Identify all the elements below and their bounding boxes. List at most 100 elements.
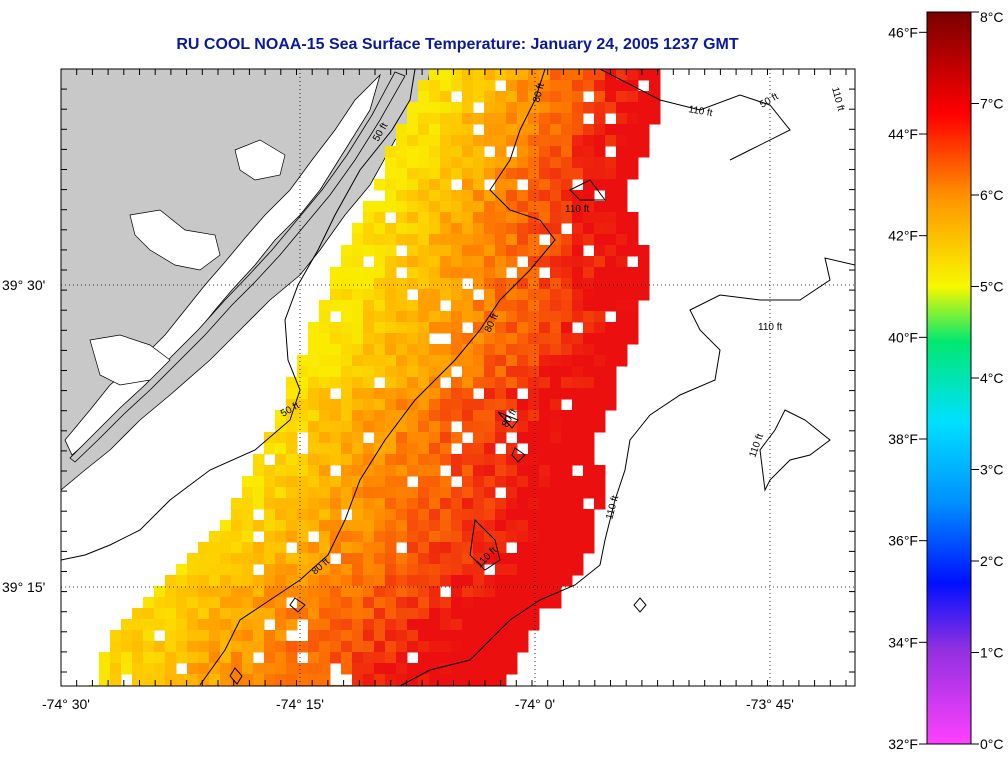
sst-pixel [440,399,452,411]
sst-pixel [495,498,507,510]
sst-pixel [539,256,551,268]
sst-pixel [539,278,551,290]
sst-pixel [352,377,364,389]
sst-pixel [517,454,529,466]
sst-pixel [352,399,364,411]
sst-pixel [418,575,430,587]
sst-pixel [253,454,265,466]
sst-pixel [506,245,518,257]
sst-pixel [528,498,540,510]
sst-pixel [594,223,606,235]
sst-pixel [418,520,430,532]
sst-pixel [440,201,452,213]
sst-pixel [451,608,463,620]
sst-pixel [506,520,518,532]
sst-pixel [429,91,441,103]
sst-pixel [429,586,441,598]
sst-pixel [528,520,540,532]
sst-pixel [528,355,540,367]
sst-pixel [242,674,254,686]
sst-pixel [506,80,518,92]
sst-pixel [319,322,331,334]
sst-pixel [605,267,617,279]
sst-pixel [396,168,408,180]
sst-pixel [473,410,485,422]
sst-pixel [605,223,617,235]
sst-pixel [451,652,463,664]
sst-pixel [473,498,485,510]
sst-pixel [297,641,309,653]
sst-pixel [297,564,309,576]
sst-pixel [572,91,584,103]
sst-pixel [286,641,298,653]
sst-pixel [484,498,496,510]
sst-pixel [418,212,430,224]
sst-pixel [407,366,419,378]
sst-pixel [253,553,265,565]
sst-pixel [462,421,474,433]
sst-pixel [418,410,430,422]
sst-pixel [517,311,529,323]
sst-pixel [517,289,529,301]
sst-pixel [275,498,287,510]
sst-pixel [572,113,584,125]
sst-pixel [550,234,562,246]
sst-pixel [506,124,518,136]
sst-pixel [473,113,485,125]
sst-pixel [341,685,353,686]
sst-pixel [363,531,375,543]
sst-pixel [473,355,485,367]
sst-pixel [319,432,331,444]
sst-pixel [220,520,232,532]
sst-pixel [418,355,430,367]
sst-pixel [363,223,375,235]
sst-pixel [330,278,342,290]
sst-pixel [429,564,441,576]
sst-pixel [429,608,441,620]
sst-pixel [484,553,496,565]
sst-pixel [627,278,639,290]
sst-pixel [484,124,496,136]
sst-pixel [594,322,606,334]
sst-pixel [517,333,529,345]
sst-pixel [484,377,496,389]
sst-pixel [594,102,606,114]
sst-pixel [363,267,375,279]
sst-pixel [429,256,441,268]
sst-pixel [242,487,254,499]
sst-pixel [627,168,639,180]
sst-pixel [363,245,375,257]
sst-pixel [198,641,210,653]
sst-pixel [473,641,485,653]
sst-pixel [352,322,364,334]
sst-pixel [341,289,353,301]
sst-pixel [451,520,463,532]
sst-pixel [583,542,595,554]
sst-pixel [605,168,617,180]
sst-pixel [319,344,331,356]
sst-pixel [385,300,397,312]
sst-pixel [462,289,474,301]
sst-pixel [418,377,430,389]
sst-pixel [561,245,573,257]
lon-label-1: -74° 30' [42,696,90,712]
sst-pixel [319,641,331,653]
sst-pixel [374,410,386,422]
sst-pixel [561,344,573,356]
sst-pixel [352,531,364,543]
sst-pixel [473,146,485,158]
sst-pixel [451,685,463,686]
sst-pixel [506,388,518,400]
sst-pixel [242,630,254,642]
sst-pixel [517,630,529,642]
sst-pixel [429,366,441,378]
sst-pixel [352,630,364,642]
sst-pixel [451,102,463,114]
sst-pixel [396,366,408,378]
sst-pixel [550,201,562,213]
colorbar-f-label: 40°F [888,329,918,345]
sst-pixel [286,465,298,477]
sst-pixel [407,509,419,521]
sst-pixel [396,278,408,290]
sst-pixel [605,234,617,246]
